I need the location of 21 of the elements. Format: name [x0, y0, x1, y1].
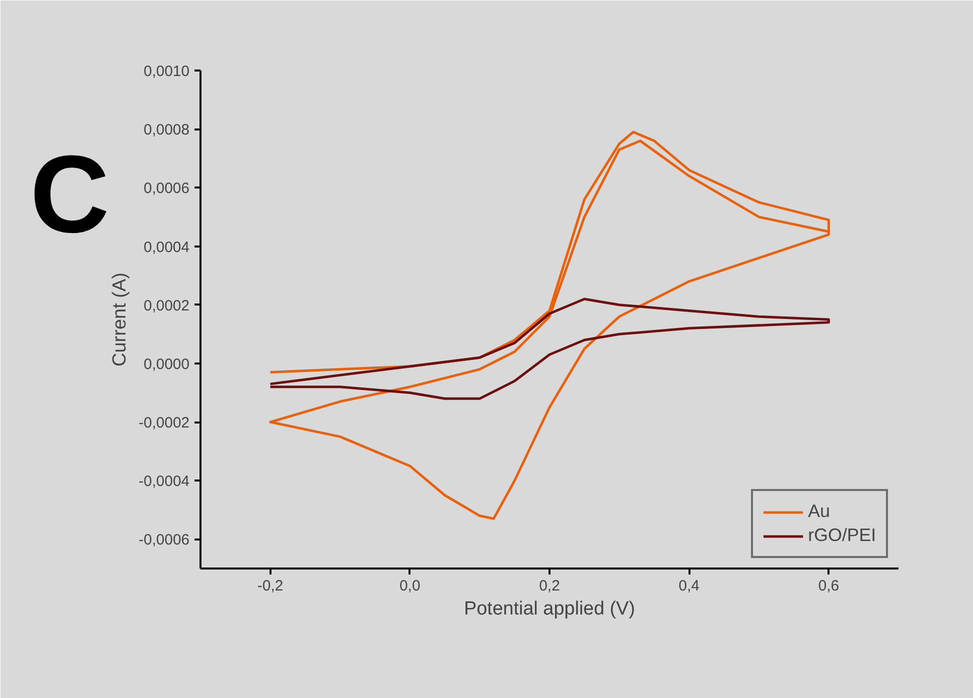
y-axis-title: Current (A) — [110, 272, 131, 366]
line-series — [269, 130, 830, 520]
y-tick-label: 0,0008 — [144, 122, 190, 139]
x-tick-label: 0,0 — [399, 578, 420, 594]
y-tick-label: -0,0004 — [138, 473, 190, 490]
x-tick-label: 0,6 — [818, 578, 840, 594]
x-tick-label: 0,2 — [539, 578, 560, 594]
y-tick-label: 0,0000 — [144, 356, 190, 373]
legend-label: Au — [808, 501, 830, 522]
line-series — [269, 298, 830, 400]
y-tick-label: -0,0002 — [138, 414, 190, 432]
y-tick-label: 0,0004 — [144, 238, 190, 256]
legend-label: rGO/PEI — [808, 525, 876, 546]
x-tick-label: -0,2 — [257, 578, 284, 594]
x-axis-title: Potential applied (V) — [464, 598, 636, 620]
y-tick-label: 0,0006 — [144, 180, 190, 198]
y-tick-label: -0,0006 — [138, 532, 190, 549]
y-tick-label: 0,0010 — [144, 63, 190, 80]
y-tick-label: 0,0002 — [144, 297, 190, 314]
text: C — [30, 133, 110, 256]
x-tick-label: 0,4 — [678, 578, 700, 594]
